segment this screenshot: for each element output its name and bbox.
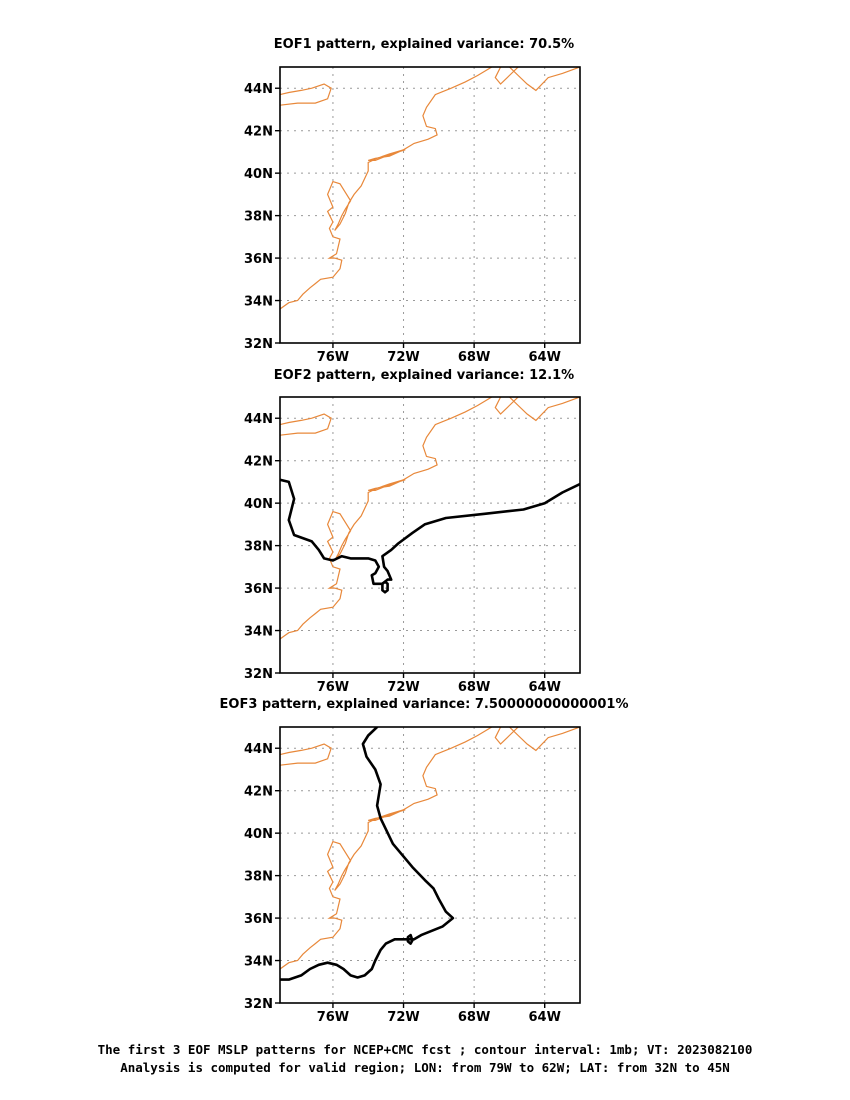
coastline [494,727,519,745]
panel-2-title: EOF2 pattern, explained variance: 12.1% [273,368,575,383]
lon-tick-label: 68W [458,680,490,695]
lon-tick-label: 72W [387,350,419,365]
lat-tick-label: 44N [244,412,273,427]
lat-tick-label: 34N [244,955,273,970]
lat-tick-label: 38N [244,210,273,225]
lon-tick-label: 68W [458,1010,490,1025]
coastline [280,397,493,640]
lon-tick-label: 76W [317,350,349,365]
lat-tick-label: 34N [244,295,273,310]
lon-tick-label: 76W [317,680,349,695]
coastline [280,727,493,970]
lat-tick-label: 36N [244,912,273,927]
lat-tick-label: 32N [244,337,273,352]
eof-contour-line [406,933,414,945]
map-panel-1: 32N 34N 36N 38N 40N 42N 44N 76W 72W 68W 64W [244,66,581,365]
caption-line-2: Analysis is computed for valid region; L… [120,1060,730,1075]
map-panel-3: 32N 34N 36N 38N 40N 42N 44N 76W 72W 68W 64W [244,726,581,1025]
lon-tick-label: 64W [528,350,560,365]
lat-tick-label: 42N [244,785,273,800]
map-content-3 [280,727,580,981]
coastline [280,83,332,106]
coastline [494,397,519,415]
map-content-2 [280,397,580,640]
coastline [368,479,406,491]
coastline [494,67,519,85]
lat-tick-label: 42N [244,455,273,470]
lat-tick-label: 38N [244,870,273,885]
lon-tick-label: 72W [387,1010,419,1025]
lat-tick-label: 40N [244,167,273,182]
panel-1-title: EOF1 pattern, explained variance: 70.5% [273,37,575,52]
coastline [280,413,332,436]
map-panel-2: 32N 34N 36N 38N 40N 42N 44N 76W 72W 68W 64W [244,396,581,695]
coastline [280,67,493,310]
lon-tick-label: 64W [528,1010,560,1025]
lat-tick-label: 36N [244,582,273,597]
lat-tick-label: 32N [244,667,273,682]
lat-tick-label: 34N [244,625,273,640]
coastline [280,743,332,766]
coastline [508,727,580,752]
lon-tick-label: 64W [528,680,560,695]
map-frame [279,726,581,1004]
lat-tick-label: 40N [244,827,273,842]
lat-tick-label: 42N [244,125,273,140]
lat-tick-label: 40N [244,497,273,512]
lat-tick-label: 44N [244,82,273,97]
eof-contour-line [280,727,455,981]
lat-tick-label: 32N [244,997,273,1012]
lon-tick-label: 68W [458,350,490,365]
lat-tick-label: 38N [244,540,273,555]
coastline [508,67,580,92]
eof-contour-line [381,580,389,594]
coastline [368,809,406,822]
lon-tick-label: 72W [387,680,419,695]
lon-tick-label: 76W [317,1010,349,1025]
coastline [368,149,406,161]
panel-3-title: EOF3 pattern, explained variance: 7.5000… [219,697,629,712]
coastline [508,397,580,422]
map-frame [279,66,581,344]
lat-tick-label: 36N [244,252,273,267]
map-frame [279,396,581,674]
eof-contour-line [280,478,580,586]
lat-tick-label: 44N [244,742,273,757]
map-content-1 [280,67,580,310]
caption-line-1: The first 3 EOF MSLP patterns for NCEP+C… [97,1042,753,1057]
